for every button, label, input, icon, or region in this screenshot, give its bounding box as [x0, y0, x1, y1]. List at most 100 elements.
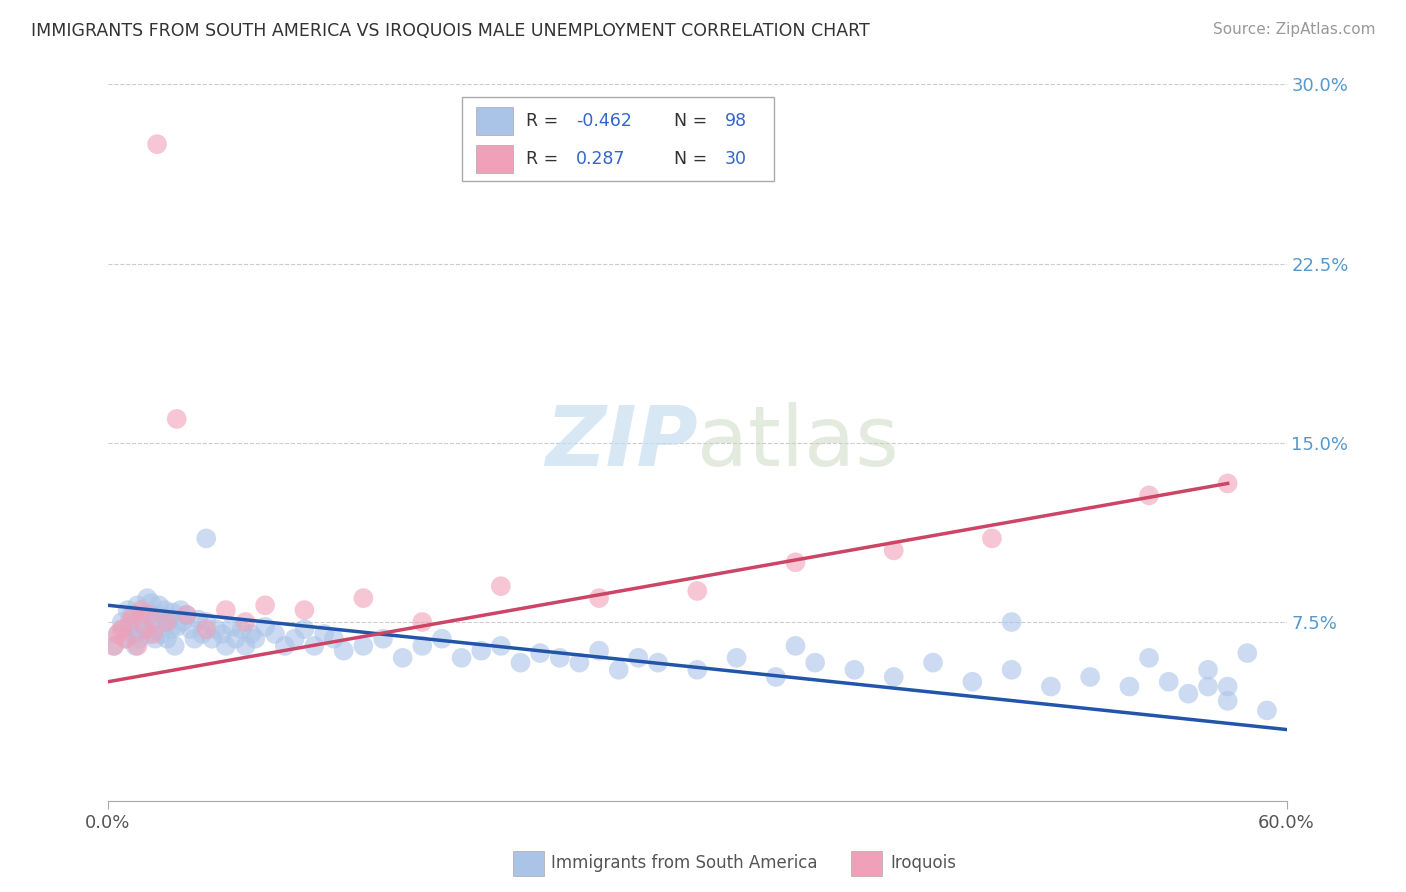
Point — [1236, 646, 1258, 660]
Point — [785, 639, 807, 653]
Point — [127, 599, 149, 613]
Point — [231, 622, 253, 636]
Point — [225, 632, 247, 646]
Point — [1256, 703, 1278, 717]
Point — [162, 606, 184, 620]
Point — [294, 603, 316, 617]
Point — [111, 622, 134, 636]
Point — [235, 639, 257, 653]
Text: N =: N = — [673, 150, 707, 168]
Point — [176, 607, 198, 622]
Point — [470, 643, 492, 657]
Point — [686, 663, 709, 677]
Point — [322, 632, 344, 646]
Point — [1118, 680, 1140, 694]
Point — [201, 632, 224, 646]
Point — [142, 627, 165, 641]
Point — [254, 599, 277, 613]
Point — [195, 622, 218, 636]
Point — [118, 615, 141, 629]
Point — [131, 613, 153, 627]
Point — [430, 632, 453, 646]
Point — [179, 622, 201, 636]
Point — [172, 615, 194, 629]
Point — [304, 639, 326, 653]
Point — [195, 532, 218, 546]
Point — [134, 607, 156, 622]
Point — [1216, 680, 1239, 694]
Point — [1157, 674, 1180, 689]
Text: atlas: atlas — [697, 402, 898, 483]
Point — [163, 639, 186, 653]
Point — [211, 627, 233, 641]
Point — [1000, 663, 1022, 677]
Point — [221, 620, 243, 634]
Point — [294, 622, 316, 636]
Point — [1039, 680, 1062, 694]
Point — [627, 651, 650, 665]
Point — [922, 656, 945, 670]
Point — [143, 632, 166, 646]
Point — [332, 643, 354, 657]
Text: Iroquois: Iroquois — [890, 855, 956, 872]
Point — [112, 622, 135, 636]
Text: Immigrants from South America: Immigrants from South America — [551, 855, 818, 872]
Point — [114, 632, 136, 646]
Point — [1078, 670, 1101, 684]
Point — [169, 603, 191, 617]
Point — [150, 627, 173, 641]
FancyBboxPatch shape — [475, 107, 513, 135]
Point — [844, 663, 866, 677]
Point — [725, 651, 748, 665]
Point — [450, 651, 472, 665]
Point — [1197, 680, 1219, 694]
Point — [103, 639, 125, 653]
Point — [128, 632, 150, 646]
Point — [548, 651, 571, 665]
Point — [245, 632, 267, 646]
Point — [114, 632, 136, 646]
Point — [765, 670, 787, 684]
Point — [254, 620, 277, 634]
Point — [132, 622, 155, 636]
Point — [883, 670, 905, 684]
Point — [156, 632, 179, 646]
Point — [146, 137, 169, 152]
Point — [785, 555, 807, 569]
Point — [142, 615, 165, 629]
Point — [148, 599, 170, 613]
Point — [166, 620, 188, 634]
Text: R =: R = — [526, 150, 558, 168]
Point — [489, 639, 512, 653]
Point — [187, 613, 209, 627]
Point — [152, 615, 174, 629]
Point — [411, 615, 433, 629]
Point — [1000, 615, 1022, 629]
Point — [804, 656, 827, 670]
Point — [215, 639, 238, 653]
Point — [371, 632, 394, 646]
Text: 98: 98 — [724, 112, 747, 130]
Point — [107, 627, 129, 641]
Text: 0.287: 0.287 — [576, 150, 626, 168]
Point — [264, 627, 287, 641]
Text: IMMIGRANTS FROM SOUTH AMERICA VS IROQUOIS MALE UNEMPLOYMENT CORRELATION CHART: IMMIGRANTS FROM SOUTH AMERICA VS IROQUOI… — [31, 22, 870, 40]
Point — [235, 615, 257, 629]
Point — [191, 627, 214, 641]
Text: -0.462: -0.462 — [576, 112, 631, 130]
Point — [509, 656, 531, 670]
Point — [157, 613, 180, 627]
Point — [529, 646, 551, 660]
Point — [352, 639, 374, 653]
Point — [127, 639, 149, 653]
Point — [215, 603, 238, 617]
Point — [107, 627, 129, 641]
Point — [166, 412, 188, 426]
Point — [156, 615, 179, 629]
Point — [103, 639, 125, 653]
Point — [352, 591, 374, 606]
Point — [568, 656, 591, 670]
Point — [1137, 651, 1160, 665]
Point — [240, 627, 263, 641]
Point — [160, 622, 183, 636]
